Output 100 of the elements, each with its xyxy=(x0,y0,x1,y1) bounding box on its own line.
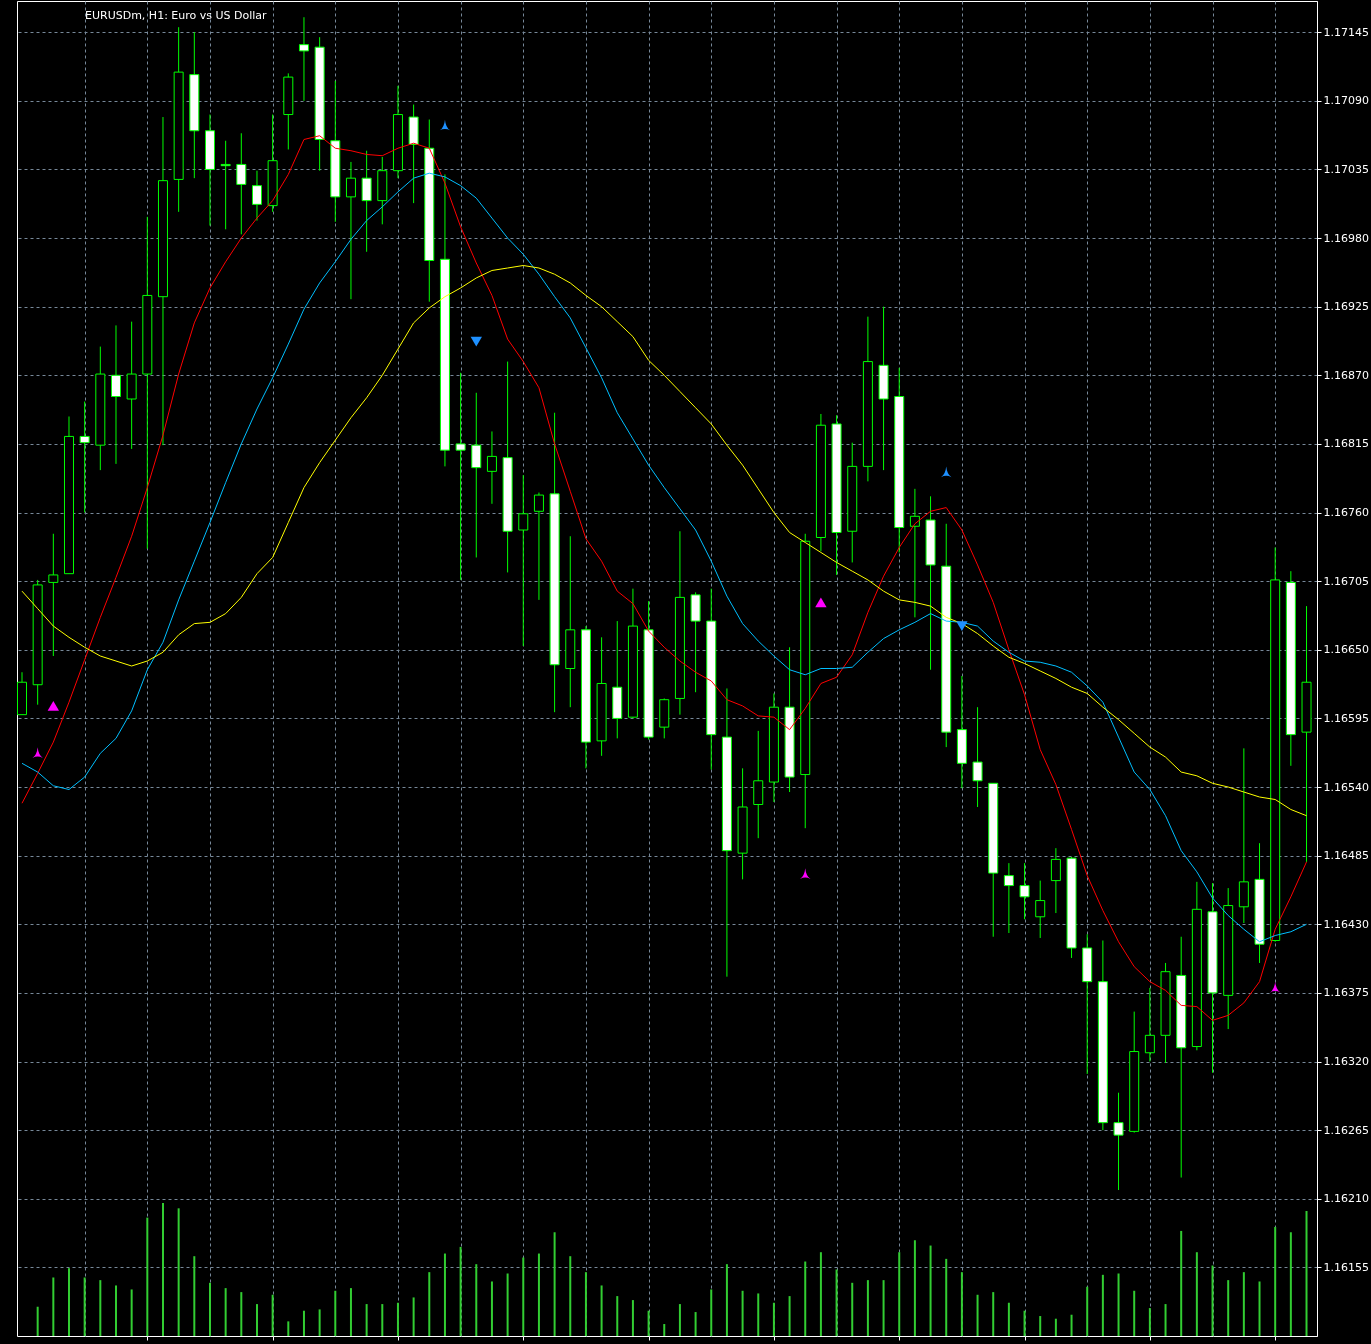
bar xyxy=(631,1300,634,1336)
bar xyxy=(1133,1290,1136,1336)
y-tick-label: 1.17035 xyxy=(1323,162,1369,176)
bar xyxy=(663,1324,666,1336)
y-tick-label: 1.16430 xyxy=(1323,917,1369,931)
bar xyxy=(741,1290,744,1336)
candlestick xyxy=(753,730,764,839)
bar xyxy=(647,1310,650,1336)
candlestick xyxy=(1050,847,1061,914)
bar xyxy=(240,1292,243,1336)
y-tick-label: 1.16870 xyxy=(1323,368,1369,382)
bar xyxy=(694,1312,697,1336)
bar xyxy=(1070,1314,1073,1336)
point xyxy=(815,597,827,608)
bar xyxy=(584,1272,587,1336)
candlestick xyxy=(1003,862,1014,934)
candlestick xyxy=(518,474,529,647)
point xyxy=(956,621,968,632)
bar xyxy=(365,1304,368,1336)
bar xyxy=(772,1302,775,1336)
candlestick xyxy=(79,401,90,514)
candlestick xyxy=(48,533,59,657)
bar xyxy=(1274,1226,1277,1336)
bar xyxy=(600,1285,603,1336)
bar xyxy=(945,1258,948,1336)
bar xyxy=(1227,1280,1230,1336)
candlestick xyxy=(1019,862,1030,920)
candlestick xyxy=(1113,1092,1124,1191)
candlestick xyxy=(1035,880,1046,939)
candlestick xyxy=(110,324,121,465)
bar xyxy=(1289,1232,1292,1336)
bar xyxy=(710,1289,713,1336)
bar xyxy=(960,1272,963,1336)
candlestick xyxy=(220,140,231,230)
bar xyxy=(882,1280,885,1336)
y-tick-label: 1.16375 xyxy=(1323,986,1369,1000)
bar xyxy=(1242,1272,1245,1336)
bar xyxy=(318,1309,321,1336)
candlestick xyxy=(486,430,497,505)
bar xyxy=(929,1245,932,1336)
bar xyxy=(569,1256,572,1336)
y-tick-label: 1.16705 xyxy=(1323,574,1369,588)
bar xyxy=(616,1296,619,1336)
y-tick-label: 1.16760 xyxy=(1323,506,1369,520)
bar xyxy=(976,1294,979,1336)
bar xyxy=(177,1208,180,1336)
bar xyxy=(428,1272,431,1336)
bar xyxy=(898,1252,901,1336)
point xyxy=(470,336,482,347)
y-tick-label: 1.16815 xyxy=(1323,437,1369,451)
candlestick xyxy=(361,150,372,253)
candlestick xyxy=(251,170,262,222)
y-tick-label: 1.16320 xyxy=(1323,1055,1369,1069)
bar xyxy=(193,1256,196,1336)
bar xyxy=(412,1297,415,1336)
bar xyxy=(130,1289,133,1336)
bar xyxy=(1164,1304,1167,1336)
bar xyxy=(443,1253,446,1336)
bar xyxy=(255,1304,258,1336)
bar xyxy=(506,1273,509,1336)
y-tick-label: 1.16540 xyxy=(1323,780,1369,794)
bar xyxy=(459,1246,462,1336)
bar xyxy=(1258,1281,1261,1336)
bar xyxy=(537,1253,540,1336)
bar xyxy=(757,1293,760,1336)
bar xyxy=(114,1285,117,1336)
candlestick xyxy=(533,492,544,601)
bar xyxy=(396,1302,399,1336)
point xyxy=(439,119,451,131)
y-tick-label: 1.16210 xyxy=(1323,1192,1369,1206)
point xyxy=(800,868,811,879)
bar xyxy=(1101,1274,1104,1336)
bar xyxy=(992,1292,995,1336)
bar xyxy=(804,1261,807,1336)
bar xyxy=(146,1217,149,1336)
bar xyxy=(851,1282,854,1336)
bar xyxy=(553,1232,556,1336)
bar xyxy=(1054,1318,1057,1336)
bar xyxy=(1039,1316,1042,1336)
bar xyxy=(381,1304,384,1336)
bar xyxy=(271,1294,274,1336)
bar xyxy=(475,1264,478,1336)
point xyxy=(1269,981,1281,993)
bar xyxy=(725,1264,728,1336)
bar xyxy=(287,1321,290,1336)
line-series xyxy=(21,265,1308,817)
bar xyxy=(1305,1210,1308,1336)
bar xyxy=(349,1288,352,1336)
bar xyxy=(224,1288,227,1336)
y-tick-label: 1.16265 xyxy=(1323,1123,1369,1137)
y-tick-label: 1.16155 xyxy=(1323,1260,1369,1274)
candlestick xyxy=(972,706,983,808)
candlestick xyxy=(455,372,466,581)
point xyxy=(32,747,43,758)
bar xyxy=(788,1296,791,1336)
bar xyxy=(52,1277,55,1336)
bar xyxy=(819,1252,822,1336)
y-tick-label: 1.16925 xyxy=(1323,300,1369,314)
bar xyxy=(302,1310,305,1336)
candlestick xyxy=(1144,987,1155,1063)
